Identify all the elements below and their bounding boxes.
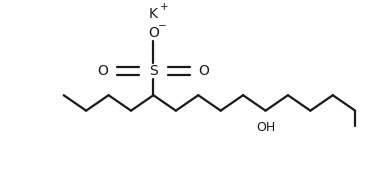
Text: S: S [149,64,158,78]
Text: OH: OH [256,121,275,134]
Text: O: O [198,64,209,78]
Text: K: K [149,7,158,21]
Text: +: + [160,2,168,12]
Text: −: − [158,21,166,31]
Text: O: O [98,64,109,78]
Text: O: O [148,26,159,39]
